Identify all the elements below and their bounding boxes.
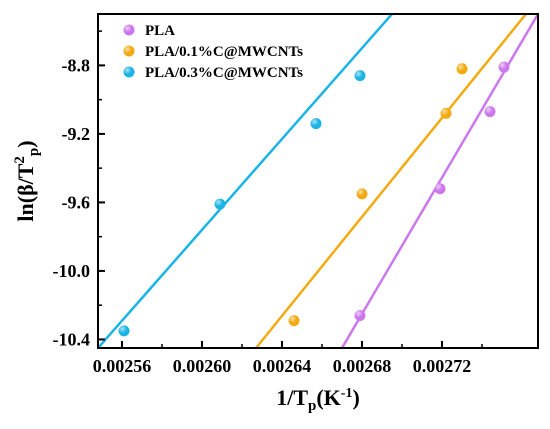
y-axis-title: ln(β/T2p) — [12, 140, 42, 221]
data-point — [288, 315, 300, 327]
plot-frame — [97, 13, 539, 349]
data-point — [354, 70, 366, 82]
x-tick-label: 0.00272 — [413, 356, 472, 376]
data-point — [310, 118, 322, 130]
data-point — [498, 61, 510, 73]
x-axis-title-superscript: -1 — [341, 386, 353, 401]
data-point — [356, 188, 368, 200]
x-axis-title: 1/Tp(K-1) — [276, 385, 360, 414]
y-tick-label: -8.8 — [62, 55, 91, 75]
data-point — [214, 198, 226, 210]
legend-marker — [123, 45, 135, 57]
x-axis-title-subscript: p — [308, 398, 316, 414]
data-point — [456, 63, 468, 75]
y-axis-title-superscript: 2 — [12, 156, 28, 164]
legend-label: PLA — [145, 23, 175, 39]
y-tick-label: -10.0 — [53, 261, 91, 281]
x-tick-label: 0.00256 — [93, 356, 152, 376]
x-axis-title-unit: (K — [316, 385, 340, 410]
data-point — [118, 325, 130, 337]
x-axis: 0.00256 0.00260 0.00264 0.00268 0.00272 — [93, 341, 483, 376]
legend-marker — [123, 66, 135, 78]
y-axis-title-close: ) — [13, 140, 38, 147]
fit-line — [255, 14, 527, 348]
legend-label: PLA/0.3%C@MWCNTs — [145, 65, 303, 81]
y-tick-label: -9.2 — [62, 124, 91, 144]
x-axis-title-close: ) — [352, 385, 359, 410]
data-point — [440, 107, 452, 119]
x-tick-label: 0.00260 — [173, 356, 232, 376]
data-point — [484, 106, 496, 118]
fit-line — [98, 14, 393, 348]
legend-marker — [123, 24, 135, 36]
x-tick-label: 0.00264 — [253, 356, 312, 376]
y-tick-label: -10.4 — [53, 329, 91, 349]
y-axis-title-subscript: p — [26, 148, 42, 156]
y-tick-label: -9.6 — [62, 192, 91, 212]
x-tick-label: 0.00268 — [333, 356, 392, 376]
legend: PLA PLA/0.1%C@MWCNTs PLA/0.3%C@MWCNTs — [123, 23, 303, 81]
data-point — [354, 309, 366, 321]
y-axis: -8.8 -9.2 -9.6 -10.0 -10.4 — [53, 30, 105, 349]
legend-label: PLA/0.1%C@MWCNTs — [145, 44, 303, 60]
data-point — [434, 183, 446, 195]
data-points — [118, 61, 510, 337]
